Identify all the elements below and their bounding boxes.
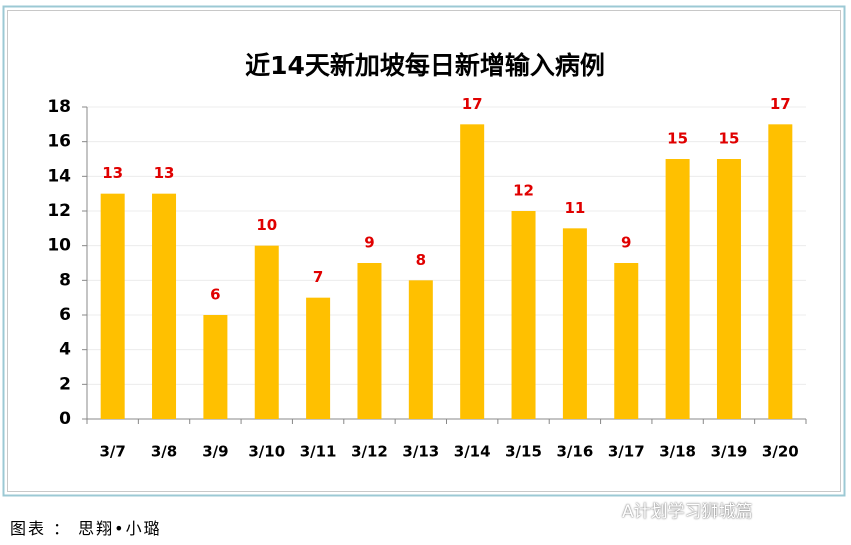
value-label: 10 xyxy=(256,216,277,234)
x-tick-label: 3/12 xyxy=(351,443,388,461)
value-label: 8 xyxy=(416,251,426,269)
y-tick-label: 12 xyxy=(47,201,71,221)
y-tick-label: 6 xyxy=(59,305,71,325)
value-label: 6 xyxy=(210,286,220,304)
value-label: 11 xyxy=(564,199,585,217)
bar xyxy=(665,159,690,419)
y-tick-label: 16 xyxy=(47,132,71,152)
bar xyxy=(203,315,228,419)
watermark: A计划学习狮城篇 xyxy=(622,502,753,522)
bar xyxy=(408,280,433,419)
bar xyxy=(614,263,639,419)
y-tick-label: 18 xyxy=(47,97,71,117)
y-tick-label: 2 xyxy=(59,374,71,394)
bar xyxy=(100,193,125,419)
x-tick-label: 3/19 xyxy=(711,443,748,461)
value-label: 9 xyxy=(364,234,374,252)
bar xyxy=(511,211,536,419)
bar xyxy=(716,159,741,419)
x-tick-label: 3/16 xyxy=(556,443,593,461)
y-tick-label: 0 xyxy=(59,409,71,429)
x-tick-label: 3/18 xyxy=(659,443,696,461)
value-label: 15 xyxy=(719,130,740,148)
bar xyxy=(254,245,279,419)
value-label: 13 xyxy=(154,164,175,182)
bar xyxy=(768,124,793,419)
x-tick-label: 3/10 xyxy=(248,443,285,461)
bar xyxy=(562,228,587,419)
chart-inner-frame xyxy=(7,10,841,492)
x-tick-label: 3/13 xyxy=(402,443,439,461)
chart-title: 近14天新加坡每日新增输入病例 xyxy=(245,51,605,80)
x-tick-label: 3/17 xyxy=(608,443,645,461)
value-label: 9 xyxy=(621,234,631,252)
value-label: 17 xyxy=(770,95,791,113)
x-tick-label: 3/11 xyxy=(300,443,337,461)
bar xyxy=(357,263,382,419)
value-label: 12 xyxy=(513,182,534,200)
value-label: 7 xyxy=(313,268,323,286)
bar xyxy=(152,193,177,419)
y-tick-label: 10 xyxy=(47,236,71,256)
x-tick-label: 3/8 xyxy=(151,443,177,461)
x-tick-label: 3/20 xyxy=(762,443,799,461)
value-label: 13 xyxy=(102,164,123,182)
value-label: 17 xyxy=(462,95,483,113)
y-tick-label: 14 xyxy=(47,166,71,186)
y-tick-label: 8 xyxy=(59,270,71,290)
plot-area: 0 2 4 6 8 10 12 14 16 18 3/7 13 3/8 13 3/9 6 3/10 10 3/11 7… xyxy=(47,95,807,461)
y-tick-label: 4 xyxy=(59,340,71,360)
x-tick-label: 3/14 xyxy=(454,443,491,461)
x-tick-label: 3/9 xyxy=(202,443,228,461)
x-tick-label: 3/15 xyxy=(505,443,542,461)
x-tick-label: 3/7 xyxy=(99,443,125,461)
value-label: 15 xyxy=(667,130,688,148)
bar xyxy=(306,297,331,419)
bar xyxy=(460,124,485,419)
caption: 图表 ： 思翔•小璐 xyxy=(10,519,162,538)
